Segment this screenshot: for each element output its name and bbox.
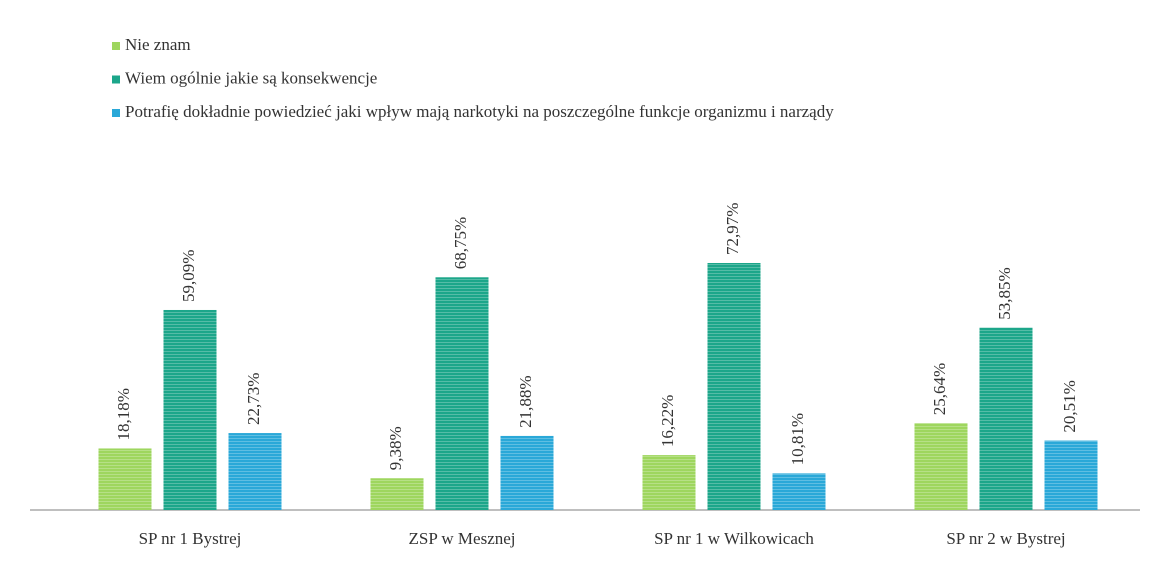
- bar-texture: [228, 433, 282, 510]
- legend-swatch: [112, 75, 120, 84]
- bar-texture: [914, 423, 968, 510]
- x-tick-label: SP nr 2 w Bystrej: [946, 529, 1065, 548]
- data-label: 68,75%: [451, 217, 470, 269]
- x-tick-label: SP nr 1 Bystrej: [139, 529, 242, 548]
- x-tick-label: ZSP w Mesznej: [408, 529, 515, 548]
- bar-texture: [1044, 440, 1098, 510]
- legend-label: Wiem ogólnie jakie są konsekwencje: [125, 68, 377, 87]
- bar-texture: [98, 448, 152, 510]
- data-label: 22,73%: [244, 373, 263, 425]
- bar-texture: [707, 262, 761, 510]
- data-label: 18,18%: [114, 388, 133, 440]
- bar-texture: [772, 473, 826, 510]
- data-label: 72,97%: [723, 203, 742, 255]
- data-label: 16,22%: [658, 395, 677, 447]
- bar-texture: [979, 327, 1033, 510]
- legend-swatch: [112, 109, 120, 117]
- data-label: 10,81%: [788, 413, 807, 465]
- bar-texture: [435, 277, 489, 510]
- bar-texture: [642, 455, 696, 510]
- bar-texture: [163, 309, 217, 510]
- data-label: 21,88%: [516, 376, 535, 428]
- x-tick-label: SP nr 1 w Wilkowicach: [654, 529, 814, 548]
- data-label: 53,85%: [995, 267, 1014, 319]
- data-label: 59,09%: [179, 250, 198, 302]
- legend-swatch: [112, 42, 120, 50]
- bar-texture: [500, 435, 554, 510]
- legend-label: Nie znam: [125, 35, 191, 54]
- legend-label: Potrafię dokładnie powiedzieć jaki wpływ…: [125, 102, 834, 121]
- bar-texture: [370, 478, 424, 510]
- data-label: 25,64%: [930, 363, 949, 415]
- data-label: 9,38%: [386, 426, 405, 470]
- data-label: 20,51%: [1060, 380, 1079, 432]
